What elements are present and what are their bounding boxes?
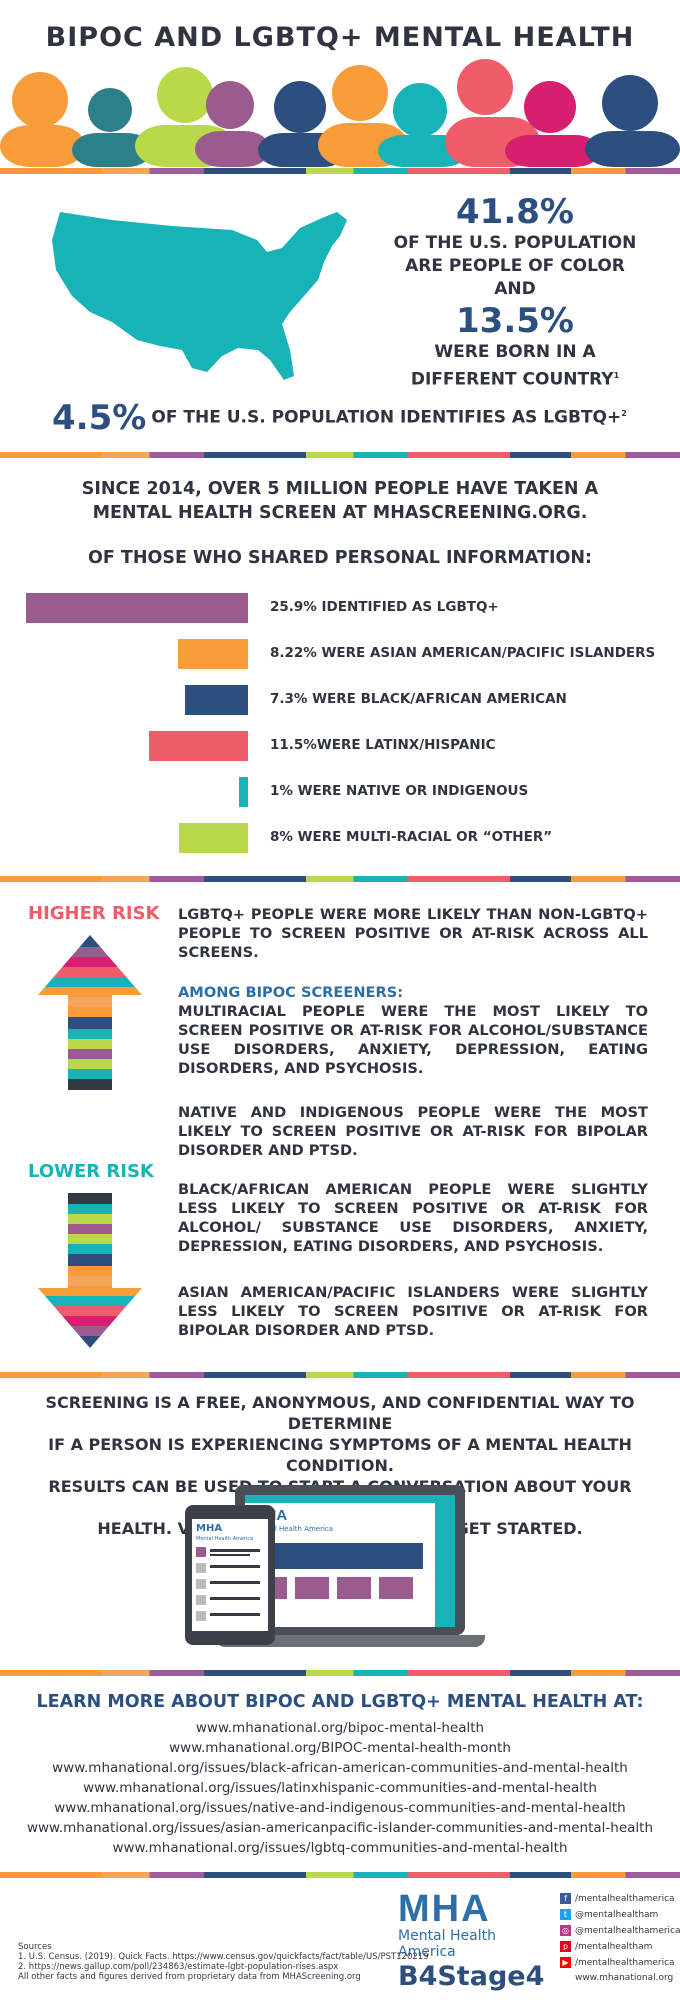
learn-more-links: www.mhanational.org/bipoc-mental-health … (0, 1718, 680, 1858)
bar-row: 1% WERE NATIVE OR INDIGENOUS (0, 774, 680, 808)
arrow-up-icon (38, 935, 142, 1094)
color-stripe-divider (0, 1670, 680, 1676)
screening-intro: SINCE 2014, OVER 5 MILLION PEOPLE HAVE T… (81, 479, 599, 523)
devices-illustration: MHA Mental Health America MHA Mental Hea… (185, 1485, 495, 1655)
tablet-illustration: MHA Mental Health America (185, 1505, 275, 1645)
bar-row: 11.5%WERE LATINX/HISPANIC (0, 728, 680, 762)
stat-lgbtq-value: 4.5% (52, 398, 147, 438)
resource-link[interactable]: www.mhanational.org/issues/lgbtq-communi… (112, 1840, 568, 1856)
bar-row: 8% WERE MULTI-RACIAL OR “OTHER” (0, 820, 680, 854)
bar (26, 593, 248, 623)
footnote-marker: 1 (613, 371, 620, 380)
color-stripe-divider (0, 452, 680, 458)
bar (177, 639, 248, 669)
pinterest-icon: p (560, 1941, 571, 1952)
footnote-marker: 2 (621, 409, 627, 419)
usa-map-illustration (42, 200, 362, 390)
color-stripe-divider (0, 1372, 680, 1378)
tablet-logo-sub: Mental Health America (196, 1536, 254, 1542)
bar (179, 823, 248, 853)
social-pinterest[interactable]: p/mentalhealtham (560, 1941, 652, 1952)
social-facebook[interactable]: f/mentalhealthamerica (560, 1893, 675, 1904)
social-twitter[interactable]: t @mentalhealtham (560, 1909, 658, 1920)
bar-label: 11.5%WERE LATINX/HISPANIC (270, 737, 496, 753)
facebook-icon: f (560, 1893, 571, 1904)
bar (149, 731, 248, 761)
mha-logo: MHA Mental Health America B4Stage4 (398, 1890, 548, 1994)
bar-label: 8.22% WERE ASIAN AMERICAN/PACIFIC ISLAND… (270, 645, 656, 661)
youtube-icon: ▶ (560, 1957, 571, 1968)
color-stripe-divider (0, 1872, 680, 1878)
page-title: BIPOC AND LGBTQ+ MENTAL HEALTH (45, 22, 635, 53)
resource-link[interactable]: www.mhanational.org/BIPOC-mental-health-… (169, 1740, 511, 1756)
sources-block: Sources 1. U.S. Census. (2019). Quick Fa… (18, 1942, 429, 1982)
bar-row: 8.22% WERE ASIAN AMERICAN/PACIFIC ISLAND… (0, 636, 680, 670)
tablet-logo: MHA (196, 1523, 223, 1534)
stat-people-of-color-value: 41.8% (456, 192, 574, 232)
resource-link[interactable]: www.mhanational.org/issues/latinxhispani… (83, 1780, 597, 1796)
instagram-icon: ◎ (560, 1925, 571, 1936)
screening-subhead: OF THOSE WHO SHARED PERSONAL INFORMATION… (88, 548, 592, 568)
b4stage4-logo: B4Stage4 (398, 1961, 545, 1992)
bar (239, 777, 248, 807)
resource-link[interactable]: www.mhanational.org/issues/asian-america… (26, 1820, 654, 1836)
resource-link[interactable]: www.mhanational.org/issues/black-african… (52, 1760, 628, 1776)
social-youtube[interactable]: ▶/mentalhealthamerica (560, 1957, 675, 1968)
learn-more-title: LEARN MORE ABOUT BIPOC AND LGBTQ+ MENTAL… (36, 1692, 644, 1712)
bar-label: 1% WERE NATIVE OR INDIGENOUS (270, 783, 529, 799)
stat-line: DIFFERENT COUNTRY1 (410, 369, 620, 390)
bar-row: 25.9% IDENTIFIED AS LGBTQ+ (0, 590, 680, 624)
people-silhouettes-illustration (0, 55, 680, 167)
bar-label: 25.9% IDENTIFIED AS LGBTQ+ (270, 599, 499, 615)
stat-foreign-born-value: 13.5% (456, 301, 574, 341)
stat-line: ARE PEOPLE OF COLOR (405, 256, 625, 276)
social-instagram[interactable]: ◎ @mentalhealthamerica (560, 1925, 680, 1936)
stat-line: AND (494, 279, 536, 299)
bar (185, 685, 248, 715)
higher-risk-label: HIGHER RISK (28, 903, 160, 924)
stat-line: WERE BORN IN A (434, 342, 596, 362)
bar-label: 7.3% WERE BLACK/AFRICAN AMERICAN (270, 691, 567, 707)
resource-link[interactable]: www.mhanational.org/issues/native-and-in… (54, 1800, 626, 1816)
social-website[interactable]: www.mhanational.org (575, 1973, 674, 1983)
device-logo-sub: Mental Health America (253, 1525, 334, 1533)
stat-lgbtq-text: OF THE U.S. POPULATION IDENTIFIES AS LGB… (151, 407, 622, 428)
bar-row: 7.3% WERE BLACK/AFRICAN AMERICAN (0, 682, 680, 716)
arrow-down-icon (38, 1193, 142, 1352)
stat-line: OF THE U.S. POPULATION (393, 233, 637, 253)
resource-link[interactable]: www.mhanational.org/bipoc-mental-health (195, 1720, 485, 1736)
bar-label: 8% WERE MULTI-RACIAL OR “OTHER” (270, 829, 553, 845)
twitter-icon: t (560, 1909, 571, 1920)
person-silhouette-orange (0, 72, 85, 167)
risk-subhead-bipoc: AMONG BIPOC SCREENERS: (178, 984, 404, 1001)
risk-paragraph-lgbtq: LGBTQ+ PEOPLE WERE MORE LIKELY THAN NON-… (178, 906, 648, 961)
risk-paragraph-multiracial: MULTIRACIAL PEOPLE WERE THE MOST LIKELY … (178, 1003, 648, 1077)
lower-risk-label: LOWER RISK (28, 1161, 154, 1182)
color-stripe-divider (0, 168, 680, 174)
color-stripe-divider (0, 876, 680, 882)
risk-paragraph-native: NATIVE AND INDIGENOUS PEOPLE WERE THE MO… (178, 1104, 648, 1159)
risk-paragraph-asian: ASIAN AMERICAN/PACIFIC ISLANDERS WERE SL… (178, 1284, 648, 1339)
risk-paragraph-black: BLACK/AFRICAN AMERICAN PEOPLE WERE SLIGH… (178, 1181, 648, 1255)
